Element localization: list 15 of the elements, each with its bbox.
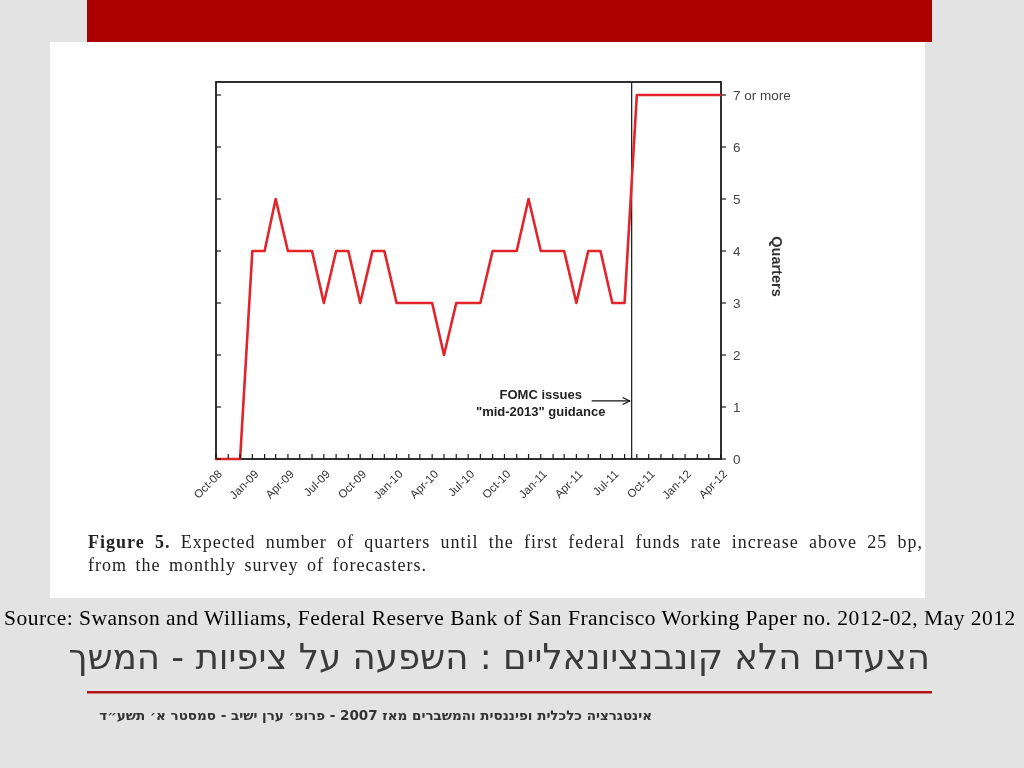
plot: FOMC issues "mid-2013" guidance (214, 81, 723, 461)
source-note: Source: Swanson and Williams, Federal Reserve Bank of San Francisco Working Paper no. 2012-02, May 2012 (4, 606, 1016, 631)
text: הצעדים הלא קונבנציונאליים : השפעה על ציפיות - המשך (68, 636, 930, 677)
y2-tick-label: 6 (733, 139, 741, 155)
y2-tick-label: 3 (733, 295, 741, 311)
y2-tick-label: 2 (733, 347, 741, 363)
y2-tick-label: 4 (733, 243, 741, 259)
text: אינטגרציה כלכלית ופיננסית והמשברים מאז 2007 - פרופ׳ ערן ישיב - סמסטר א׳ תשע״ד (99, 707, 652, 723)
annotation: FOMC issues "mid-2013" guidance (476, 386, 606, 419)
y2-tick-label: 0 (733, 451, 741, 467)
y2-axis-title: Quarters (769, 236, 785, 297)
y2-tick-label: 1 (733, 399, 741, 415)
y2-tick-label: 7 or more (733, 87, 791, 103)
caption: Figure 5. Expected number of quarters until the first federal funds rate increase above 25 bp, from the monthly survey of forecasters. (88, 531, 923, 577)
y2-tick-label: 5 (733, 191, 741, 207)
